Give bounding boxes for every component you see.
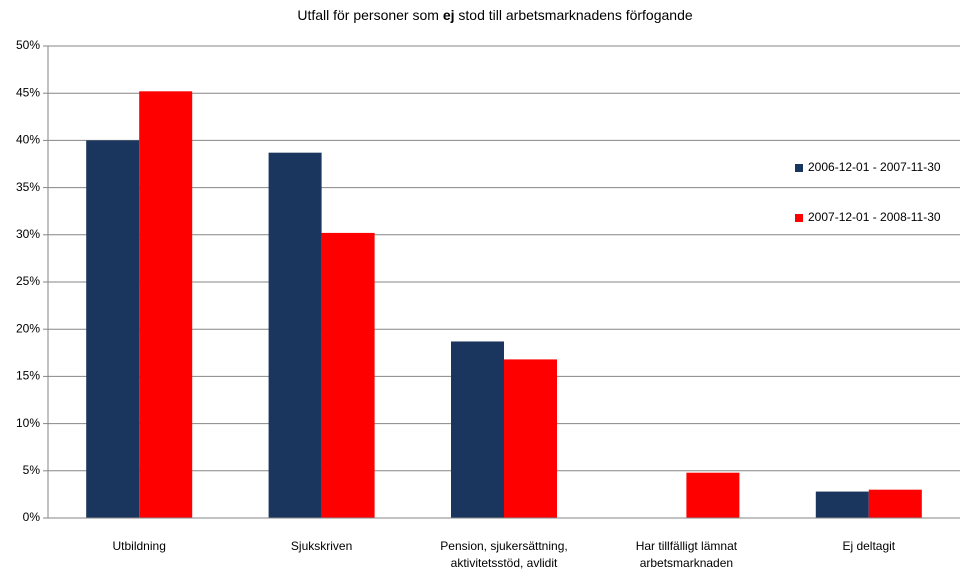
y-tick-label: 40%: [16, 133, 40, 147]
bar: [321, 232, 375, 519]
y-tick-label: 20%: [16, 321, 40, 335]
bar: [686, 472, 740, 518]
legend-label: 2006-12-01 - 2007-11-30: [808, 160, 941, 174]
x-tick-label: Utbildning: [112, 539, 166, 553]
y-tick-label: 30%: [16, 227, 40, 241]
legend-swatch: [795, 214, 803, 222]
bar: [868, 489, 922, 518]
y-tick-label: 10%: [16, 416, 40, 430]
bar: [504, 359, 557, 518]
y-tick-label: 5%: [23, 463, 41, 477]
x-tick-label: Har tillfälligt lämnat arbetsmarknaden: [635, 539, 738, 570]
x-tick-label: Ej deltagit: [842, 539, 896, 553]
title-part: stod till arbetsmarknadens förfogande: [455, 7, 693, 23]
x-tick-label: Pension, sjukersättning, aktivitetsstöd,…: [440, 539, 568, 570]
legend-label: 2007-12-01 - 2008-11-30: [808, 210, 941, 224]
y-tick-label: 45%: [16, 85, 40, 99]
x-tick-label: Sjukskriven: [290, 539, 353, 553]
bar: [139, 91, 193, 518]
y-tick-label: 35%: [16, 180, 40, 194]
title-part: ej: [443, 7, 455, 23]
bar: [815, 491, 869, 518]
chart-title: Utfall för personer som ej stod till arb…: [297, 7, 693, 23]
legend-swatch: [795, 164, 803, 172]
title-part: Utfall för personer som: [297, 7, 443, 23]
y-tick-label: 50%: [16, 38, 40, 52]
y-tick-label: 25%: [16, 274, 40, 288]
y-tick-label: 0%: [23, 510, 41, 524]
bar: [268, 152, 322, 518]
bar: [86, 140, 140, 518]
y-tick-label: 15%: [16, 369, 40, 383]
bar: [451, 341, 504, 518]
